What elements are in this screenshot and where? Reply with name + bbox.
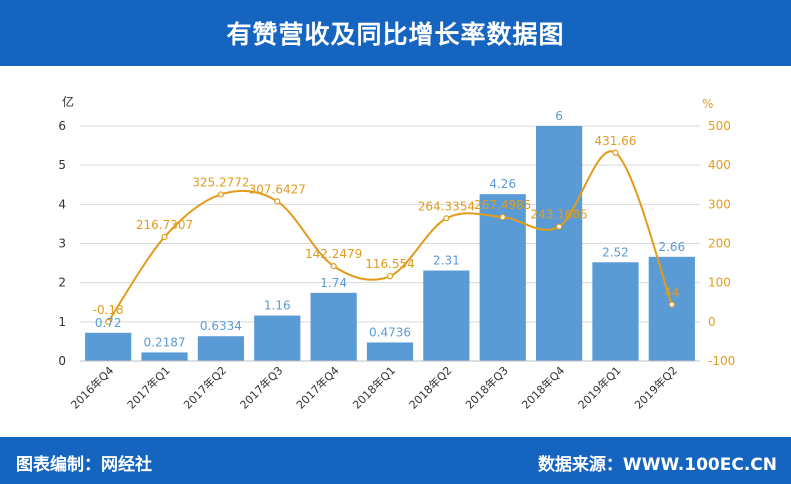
category-label: 2017年Q1: [124, 363, 173, 412]
bar: [310, 292, 357, 361]
bar: [535, 126, 583, 361]
line-point: [499, 213, 506, 221]
left-tick-label: 2: [58, 276, 66, 290]
right-tick-label: 400: [708, 158, 731, 172]
line-point: [443, 215, 450, 222]
category-label: 2016年Q4: [68, 363, 117, 412]
bar: [141, 352, 188, 361]
bar-value-label: 0.4736: [369, 325, 411, 339]
line-point: [612, 149, 619, 156]
left-tick-label: 6: [58, 119, 66, 133]
bar-value-label: 2.66: [658, 240, 685, 254]
bar-value-label: 1.74: [320, 276, 347, 290]
left-tick-label: 4: [58, 197, 66, 211]
right-tick-label: 300: [708, 197, 731, 211]
combo-chart: 0 1 2 3 4 5 6 -100 0 100 200 300 400 500 亿 % 0.72 0.2187 0…: [58, 94, 735, 412]
line-point: [330, 263, 337, 270]
bar: [85, 332, 132, 361]
line-point: [217, 191, 225, 198]
bar: [423, 270, 470, 361]
bar: [197, 336, 245, 361]
line-value-label: 243.1685: [530, 208, 587, 222]
right-tick-label: 100: [708, 276, 731, 290]
right-tick-label: -100: [708, 354, 735, 368]
line-value-label: 216.7307: [136, 218, 193, 232]
category-label: 2018年Q2: [406, 363, 455, 412]
right-tick-label: 0: [708, 315, 716, 329]
right-tick-label: 200: [708, 237, 731, 251]
category-label: 2018年Q4: [519, 363, 568, 412]
right-tick-label: 500: [708, 119, 731, 133]
line-point: [274, 198, 281, 205]
line-value-label: 116.554: [365, 257, 415, 271]
category-label: 2017年Q3: [237, 363, 286, 412]
line-point: [105, 318, 112, 326]
line-value-label: 264.3354: [418, 199, 475, 213]
bar: [592, 262, 639, 361]
line-value-label: -0.18: [93, 303, 124, 317]
line-value-label: 431.66: [594, 134, 636, 148]
category-label: 2019年Q1: [575, 363, 624, 412]
line-point: [668, 301, 675, 308]
bar-value-label: 2.52: [602, 245, 629, 259]
left-tick-label: 0: [58, 354, 66, 368]
bar: [254, 315, 301, 361]
footer-source: 数据来源：WWW.100EC.CN: [537, 455, 777, 475]
footer-bar: 图表编制：网经社 数据来源：WWW.100EC.CN: [0, 437, 791, 484]
chart-area: 0 1 2 3 4 5 6 -100 0 100 200 300 400 500 亿% 0.72 0.2187 0…: [0, 66, 791, 437]
line-value-label: 267.4985: [474, 198, 531, 212]
line-value-label: 142.2479: [305, 247, 362, 261]
line-point: [161, 233, 168, 241]
bar: [366, 342, 414, 361]
chart-title: 有赞营收及同比增长率数据图: [226, 20, 565, 49]
bar-value-label: 0.2187: [144, 335, 186, 349]
category-label: 2017年Q4: [293, 363, 342, 412]
bar-value-label: 2.31: [433, 254, 460, 268]
category-label: 2019年Q2: [631, 363, 680, 412]
line-value-label: 307.6427: [249, 182, 306, 196]
line-value-label: 325.2772: [192, 175, 249, 189]
category-label: 2018年Q3: [462, 363, 511, 412]
left-tick-label: 3: [58, 237, 66, 251]
line-value-label: 44: [664, 286, 679, 300]
growth-rate-line: [107, 150, 673, 323]
bar-value-label: 0.6334: [200, 319, 242, 333]
line-point: [386, 273, 394, 280]
footer-credit: 图表编制：网经社: [16, 455, 152, 475]
category-label: 2018年Q1: [350, 363, 399, 412]
right-axis-unit: %: [702, 97, 713, 111]
bar-value-label: 0.72: [95, 316, 122, 330]
left-tick-label: 5: [58, 158, 66, 172]
bar: [648, 256, 695, 361]
title-bar: 有赞营收及同比增长率数据图: [0, 0, 791, 66]
bar-value-label: 4.26: [489, 177, 516, 191]
line-point: [555, 223, 563, 230]
bar-value-label: 6: [555, 109, 563, 123]
left-axis-unit: 亿: [62, 94, 74, 109]
bar-value-label: 1.16: [264, 299, 291, 313]
left-tick-label: 1: [58, 315, 66, 329]
category-label: 2017年Q2: [180, 363, 229, 412]
